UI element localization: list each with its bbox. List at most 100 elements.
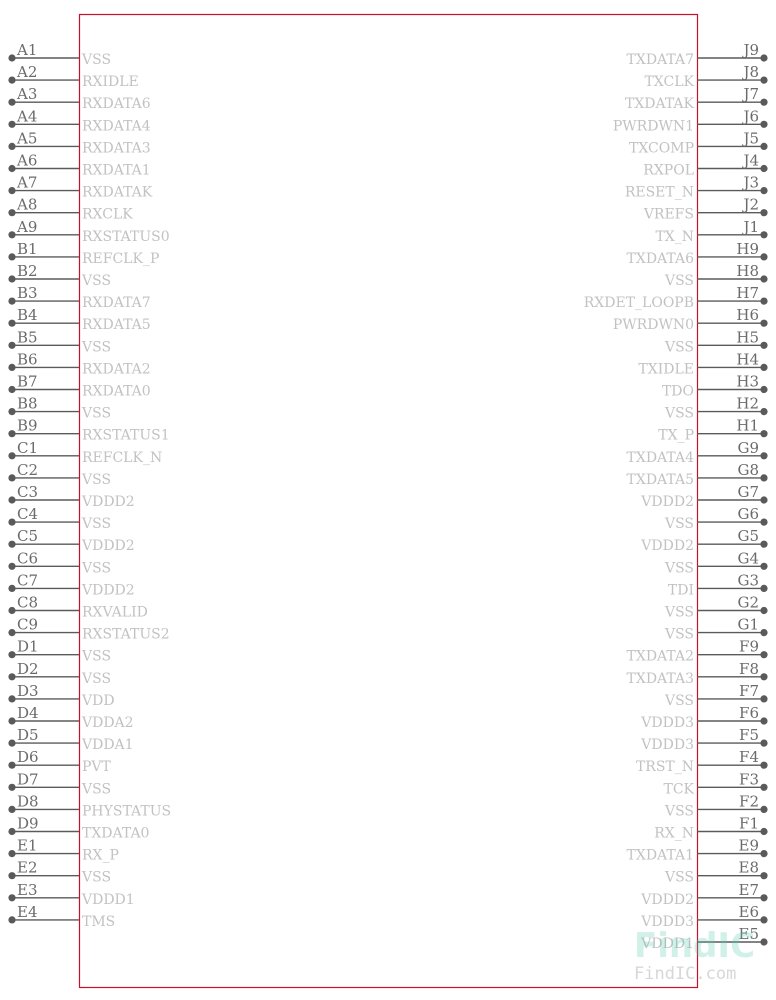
- pin-terminal-dot: [760, 629, 768, 637]
- pin-terminal-dot: [760, 496, 768, 504]
- pin-number: F9: [739, 638, 759, 656]
- pin-terminal-dot: [8, 231, 16, 239]
- pin-terminal-dot: [760, 363, 768, 371]
- pin-number: G6: [737, 505, 759, 523]
- pin-name: RX_P: [82, 848, 119, 864]
- pin-number: C7: [17, 571, 38, 589]
- pin-terminal-dot: [760, 98, 768, 106]
- pin-number: A2: [16, 63, 37, 81]
- pin-number: C2: [17, 461, 38, 479]
- pin-number: A8: [16, 196, 37, 214]
- pin-name: VSS: [664, 693, 694, 709]
- pin-name: RXSTATUS1: [82, 428, 170, 444]
- pin-terminal-dot: [8, 142, 16, 150]
- pin-number: E8: [739, 859, 760, 877]
- pin-terminal-dot: [8, 319, 16, 327]
- pin-number: F4: [739, 748, 759, 766]
- pin-name: VSS: [664, 339, 694, 355]
- pin-J4: J4 RXPOL: [643, 152, 768, 179]
- pin-number: J6: [741, 107, 759, 125]
- pin-J1: J1 TX_N: [655, 218, 768, 245]
- pin-terminal-dot: [8, 297, 16, 305]
- pin-number: J8: [741, 63, 759, 81]
- pin-terminal-dot: [760, 916, 768, 924]
- right-pin-group: J9 TXDATA7 J8 TXCLK J7 TXDATAK J6 PWRDWN1 J5 TXCO…: [584, 41, 768, 952]
- pin-number: H6: [736, 306, 759, 324]
- watermark-logo: FindIC: [634, 926, 755, 966]
- pin-terminal-dot: [8, 805, 16, 814]
- pin-C5: C5 VDDD2: [8, 527, 135, 554]
- pin-C3: C3 VDDD2: [8, 483, 135, 510]
- pin-number: J9: [741, 41, 759, 59]
- pin-name: VDDD3: [640, 914, 694, 930]
- pin-number: B7: [17, 373, 38, 391]
- pin-name: VSS: [81, 870, 111, 886]
- pin-terminal-dot: [760, 253, 768, 261]
- pin-name: TXIDLE: [638, 361, 694, 377]
- pin-A8: A8 RXCLK: [8, 196, 133, 223]
- pin-E6: E6 VDDD3: [640, 903, 768, 930]
- pin-G3: G3 TDI: [668, 571, 768, 598]
- pin-name: VDDD2: [81, 582, 135, 598]
- pin-number: J7: [741, 85, 759, 103]
- pin-terminal-dot: [8, 717, 16, 725]
- pin-terminal-dot: [8, 761, 16, 769]
- pin-number: G7: [737, 483, 759, 501]
- pin-name: VSS: [664, 516, 694, 532]
- pin-number: E7: [739, 881, 760, 899]
- pin-terminal-dot: [760, 319, 768, 327]
- pin-name: PWRDWN0: [613, 317, 694, 333]
- pin-B3: B3 RXDATA7: [8, 284, 151, 311]
- pin-G7: G7 VDDD2: [640, 483, 768, 510]
- pin-name: RXDATA0: [82, 384, 151, 400]
- pin-F1: F1 RX_N: [654, 815, 768, 842]
- pin-A4: A4 RXDATA4: [8, 107, 151, 134]
- pin-B5: B5 VSS: [8, 328, 111, 355]
- pin-D7: D7 VSS: [8, 770, 111, 797]
- pin-name: VDDD2: [81, 538, 135, 554]
- pin-terminal-dot: [8, 275, 16, 283]
- pin-terminal-dot: [8, 606, 16, 615]
- pin-terminal-dot: [760, 209, 768, 217]
- pin-number: E5: [739, 925, 760, 943]
- pin-number: H9: [736, 240, 759, 258]
- pin-number: D3: [17, 682, 39, 700]
- pin-terminal-dot: [8, 209, 16, 217]
- pin-terminal-dot: [760, 120, 768, 128]
- pin-name: RXDATA3: [82, 140, 151, 156]
- pin-number: J2: [741, 196, 759, 214]
- pin-H3: H3 TDO: [662, 373, 768, 400]
- pin-name: RX_N: [654, 826, 694, 842]
- pin-terminal-dot: [8, 872, 16, 880]
- pin-terminal-dot: [8, 540, 16, 548]
- pin-number: G1: [737, 616, 759, 634]
- pin-name: TX_P: [658, 428, 694, 444]
- pin-E4: E4 TMS: [8, 903, 115, 930]
- pin-D3: D3 VDD: [8, 682, 115, 709]
- pin-name: VSS: [81, 516, 111, 532]
- pin-A6: A6 RXDATA1: [8, 152, 151, 179]
- pin-terminal-dot: [8, 673, 16, 681]
- pin-terminal-dot: [8, 385, 16, 394]
- pin-A3: A3 RXDATA6: [8, 85, 151, 112]
- pin-name: TXDATA4: [627, 450, 695, 466]
- pin-terminal-dot: [760, 673, 768, 681]
- pin-number: B1: [17, 240, 38, 258]
- pin-terminal-dot: [760, 275, 768, 283]
- pin-terminal-dot: [8, 783, 16, 791]
- pin-C4: C4 VSS: [8, 505, 111, 532]
- pin-number: A5: [16, 129, 37, 147]
- pin-J7: J7 TXDATAK: [625, 85, 768, 112]
- watermark-text: FindIC.com: [634, 964, 736, 984]
- pin-terminal-dot: [8, 496, 16, 504]
- pin-D5: D5 VDDA1: [8, 726, 134, 753]
- pin-name: TCK: [663, 781, 694, 797]
- pin-F4: F4 TRST_N: [636, 748, 768, 775]
- pin-F3: F3 TCK: [663, 770, 768, 797]
- pin-name: RXDATA5: [82, 317, 151, 333]
- pin-name: VDDD3: [640, 715, 694, 731]
- pin-B8: B8 VSS: [8, 395, 111, 422]
- pin-terminal-dot: [8, 341, 16, 349]
- pin-number: F3: [739, 770, 759, 788]
- pin-C7: C7 VDDD2: [8, 571, 135, 598]
